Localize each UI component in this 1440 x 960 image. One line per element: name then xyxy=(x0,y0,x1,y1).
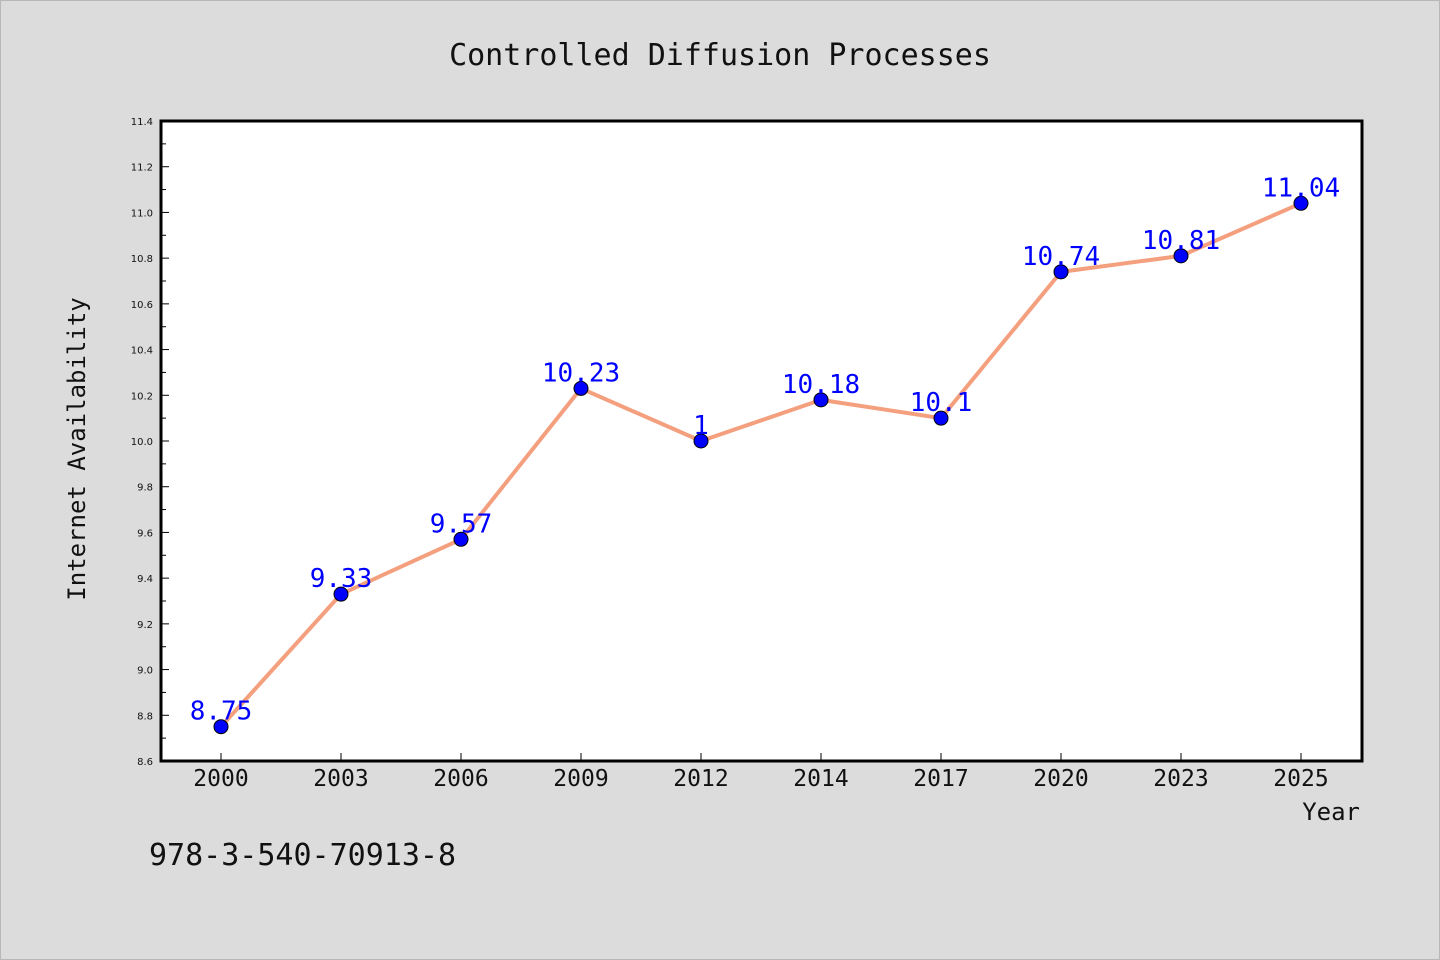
y-tick-label: 11.4 xyxy=(131,117,153,128)
x-tick-label: 2017 xyxy=(913,766,968,792)
data-point xyxy=(693,433,709,449)
data-label: 10.74 xyxy=(1022,242,1100,272)
y-axis: 8.6 8.8 9.0 9.2 9.4 9.6 9.8 10.0 10.2 10.4 10.6 10.… xyxy=(131,117,169,768)
x-tick-label: 2006 xyxy=(433,766,488,792)
y-axis-label: Internet Availability xyxy=(63,297,91,600)
data-point xyxy=(453,531,469,547)
y-tick-label: 10.4 xyxy=(131,346,153,357)
x-tick-label: 2023 xyxy=(1153,766,1208,792)
x-tick-label: 2012 xyxy=(673,766,728,792)
x-tick-label: 2025 xyxy=(1273,766,1328,792)
y-tick-label: 9.2 xyxy=(137,620,153,631)
y-tick-label: 10.6 xyxy=(131,300,153,311)
y-tick-label: 9.0 xyxy=(137,666,153,677)
data-label: 10.18 xyxy=(782,370,860,400)
data-point xyxy=(573,380,589,396)
data-point xyxy=(1053,264,1069,280)
series-line xyxy=(219,201,1303,729)
x-axis: 2000 2003 2006 2009 2012 2014 2017 2020 2023 2025 xyxy=(193,753,1329,792)
data-label: 11.04 xyxy=(1262,173,1340,203)
data-point xyxy=(333,586,349,602)
data-label: 10.23 xyxy=(542,358,620,388)
data-label: 9.57 xyxy=(430,509,493,539)
data-point xyxy=(1173,248,1189,264)
data-label: 9.33 xyxy=(310,564,373,594)
data-label: 8.75 xyxy=(190,697,253,727)
y-tick-label: 9.4 xyxy=(137,574,153,585)
data-point xyxy=(213,719,229,735)
data-labels-group: 8.75 9.33 9.57 10.23 1 10.18 10.1 10.74 10.81 11.… xyxy=(190,173,1340,726)
data-label: 1 xyxy=(693,411,709,441)
y-tick-label: 8.6 xyxy=(137,757,153,768)
y-tick-label: 10.2 xyxy=(131,391,153,402)
x-tick-label: 2009 xyxy=(553,766,608,792)
data-point xyxy=(933,410,949,426)
x-tick-label: 2014 xyxy=(793,766,848,792)
data-label: 10.81 xyxy=(1142,226,1220,256)
y-tick-label: 10.8 xyxy=(131,254,153,265)
series-group xyxy=(213,195,1309,735)
x-tick-label: 2000 xyxy=(193,766,248,792)
data-point xyxy=(813,392,829,408)
plot-area xyxy=(159,119,1364,763)
x-tick-label: 2003 xyxy=(313,766,368,792)
x-axis-label: Year xyxy=(1302,798,1360,826)
footnote-text: 978-3-540-70913-8 xyxy=(149,838,456,873)
data-label: 10.1 xyxy=(910,388,973,418)
data-point xyxy=(1293,195,1309,211)
y-tick-label: 9.8 xyxy=(137,483,153,494)
y-tick-label: 11.0 xyxy=(131,208,153,219)
chart-title: Controlled Diffusion Processes xyxy=(449,38,991,73)
y-tick-label: 11.2 xyxy=(131,163,153,174)
y-tick-label: 9.6 xyxy=(137,528,153,539)
y-tick-label: 8.8 xyxy=(137,711,153,722)
x-tick-label: 2020 xyxy=(1033,766,1088,792)
y-tick-label: 10.0 xyxy=(131,437,153,448)
